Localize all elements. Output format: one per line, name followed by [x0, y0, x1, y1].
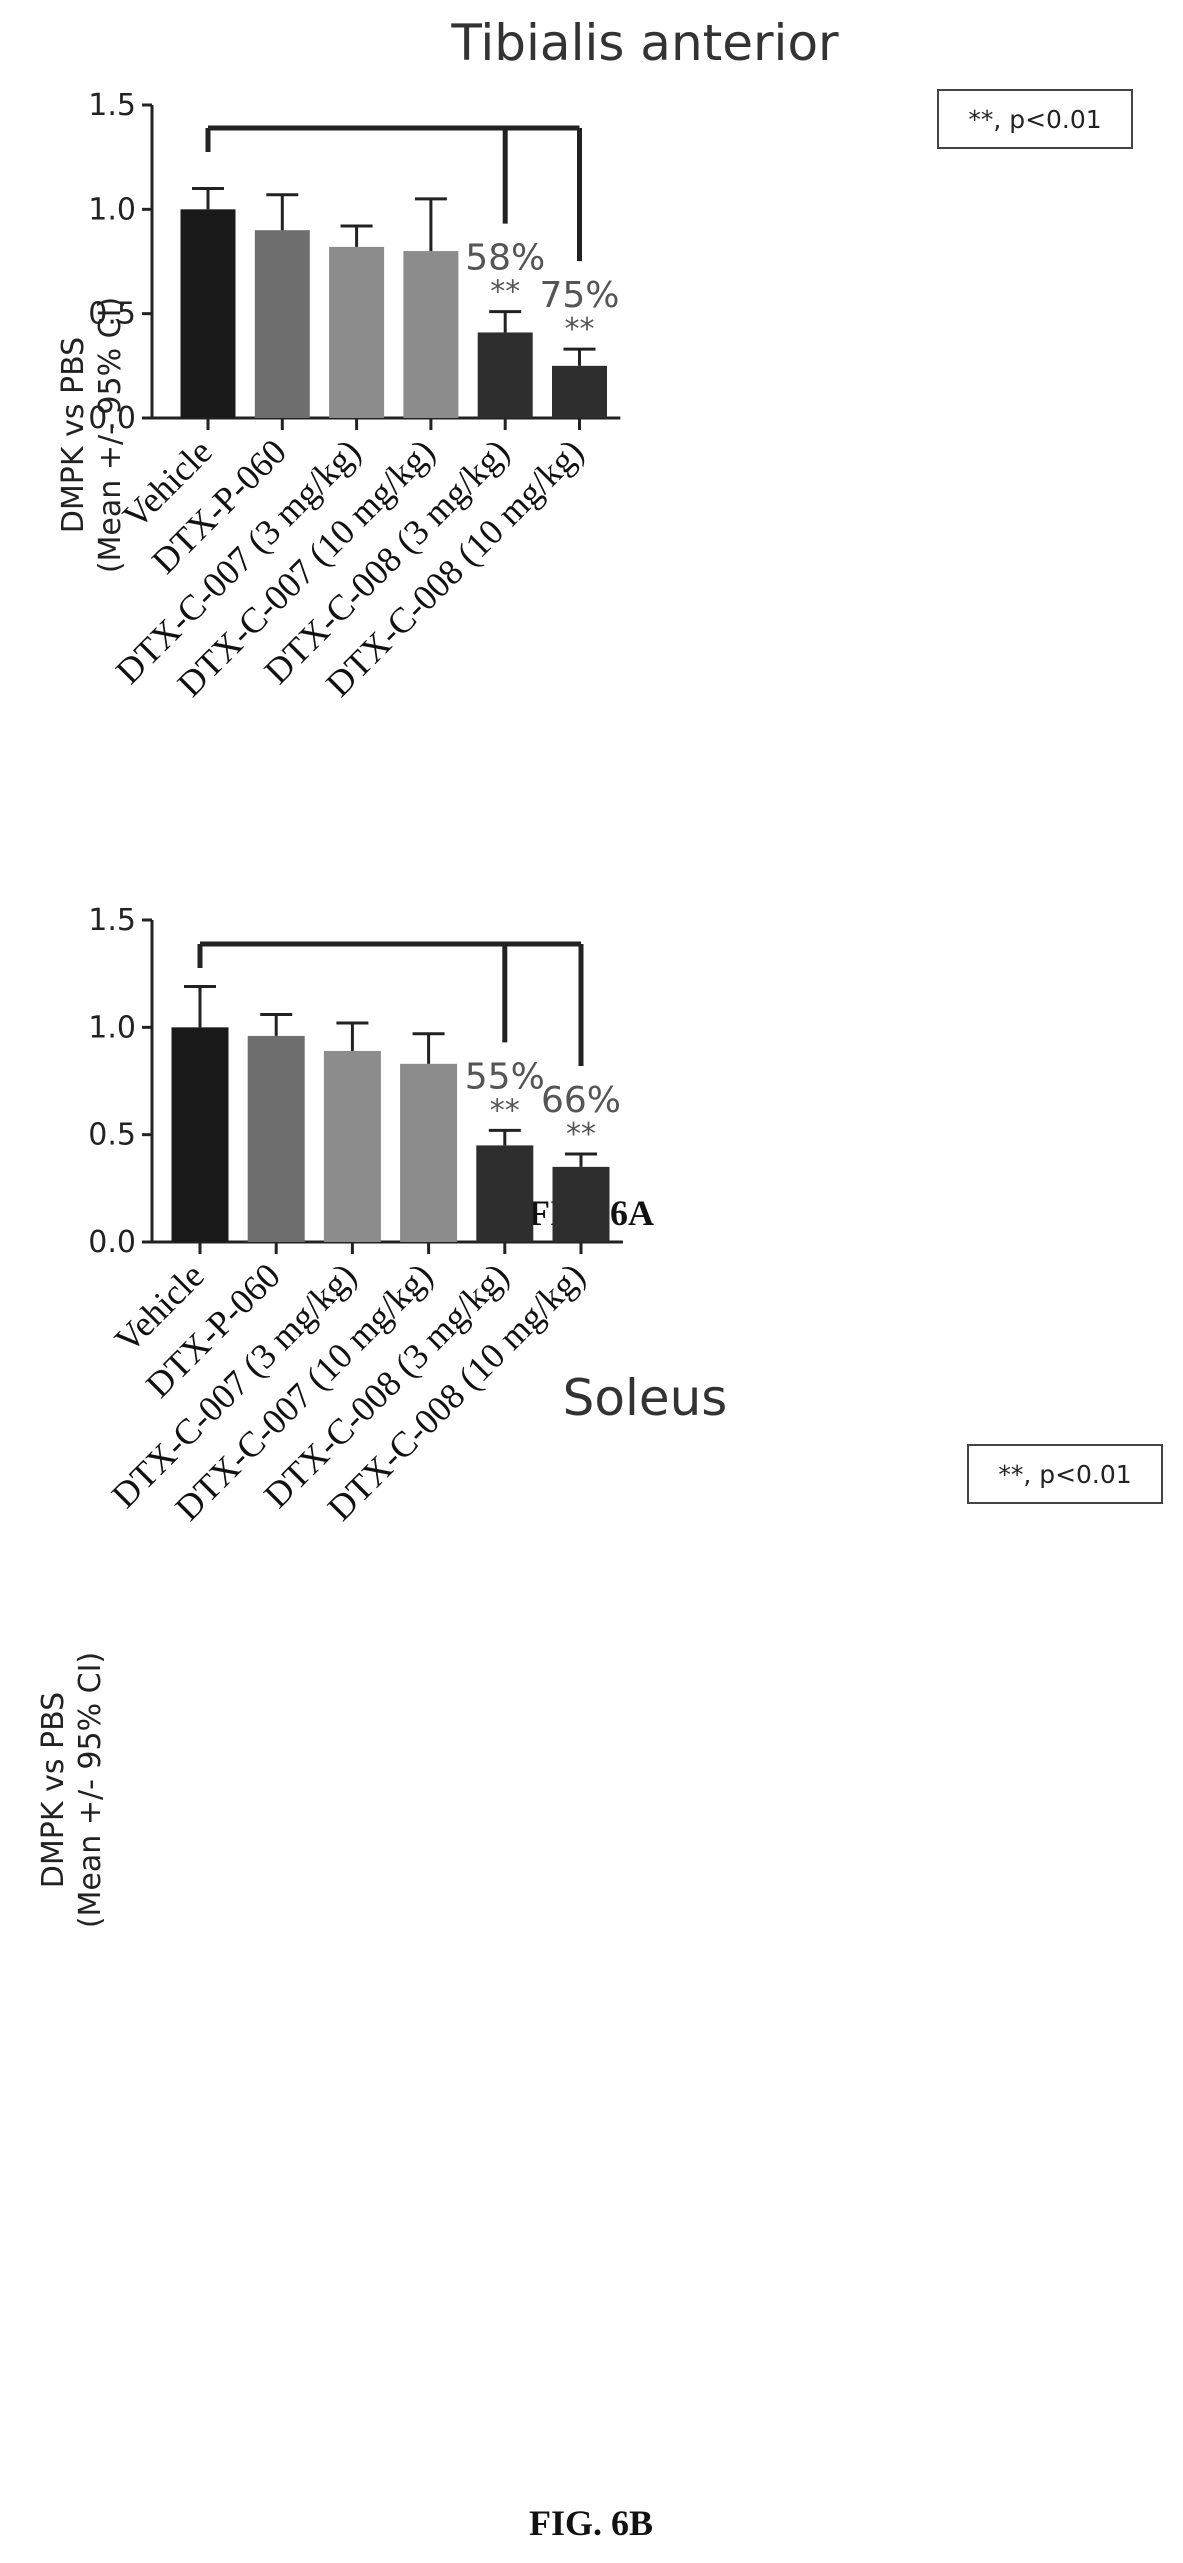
percent-reduction-label: 66%: [541, 1080, 621, 1121]
y-axis-label: DMPK vs PBS (Mean +/- 95% CI): [56, 297, 128, 573]
legend-box: [937, 89, 1133, 149]
y-tick-label: 1.0: [88, 192, 136, 227]
y-axis-label-line1: DMPK vs PBS: [56, 337, 91, 533]
y-tick-label: 0.5: [88, 1118, 136, 1153]
percent-reduction-label: 55%: [465, 1056, 545, 1097]
figure-caption: FIG. 6B: [529, 2503, 653, 2543]
legend-box: [967, 1444, 1163, 1504]
significance-stars: **: [490, 1093, 520, 1128]
significance-stars: **: [566, 1117, 596, 1152]
bar: [323, 1050, 381, 1242]
bar: [329, 246, 385, 418]
significance-stars: **: [490, 275, 520, 310]
bar: [247, 1035, 305, 1242]
y-tick-label: 1.0: [88, 1010, 136, 1045]
y-axis-label-line2: (Mean +/- 95% CI): [93, 297, 128, 573]
significance-stars: **: [565, 312, 595, 347]
y-tick-label: 0.0: [88, 401, 136, 436]
bar: [403, 251, 459, 418]
legend-text: **, p<0.01: [968, 105, 1101, 134]
bar: [171, 1027, 229, 1242]
y-tick-label: 1.5: [88, 88, 136, 123]
bar: [477, 332, 533, 418]
percent-reduction-label: 58%: [465, 238, 545, 279]
y-tick-label: 1.5: [88, 903, 136, 938]
chart-panel-b: Soleus **, p<0.01 DMPK vs PBS (Mean +/- …: [36, 903, 1163, 2543]
bar: [254, 230, 310, 418]
chart-title: Soleus: [563, 1369, 728, 1427]
y-tick-label: 0.0: [88, 1225, 136, 1260]
y-axis-label: DMPK vs PBS (Mean +/- 95% CI): [36, 1652, 108, 1928]
bar: [552, 1166, 610, 1242]
bar: [400, 1063, 458, 1242]
y-axis-label-line2: (Mean +/- 95% CI): [73, 1652, 108, 1928]
y-tick-label: 0.5: [88, 297, 136, 332]
legend-text: **, p<0.01: [998, 1460, 1131, 1489]
y-axis-label-line1: DMPK vs PBS: [36, 1692, 71, 1888]
percent-reduction-label: 75%: [539, 275, 619, 316]
bar: [552, 365, 607, 418]
bar: [476, 1145, 534, 1242]
chart-title: Tibialis anterior: [450, 14, 839, 72]
bar: [180, 209, 236, 418]
